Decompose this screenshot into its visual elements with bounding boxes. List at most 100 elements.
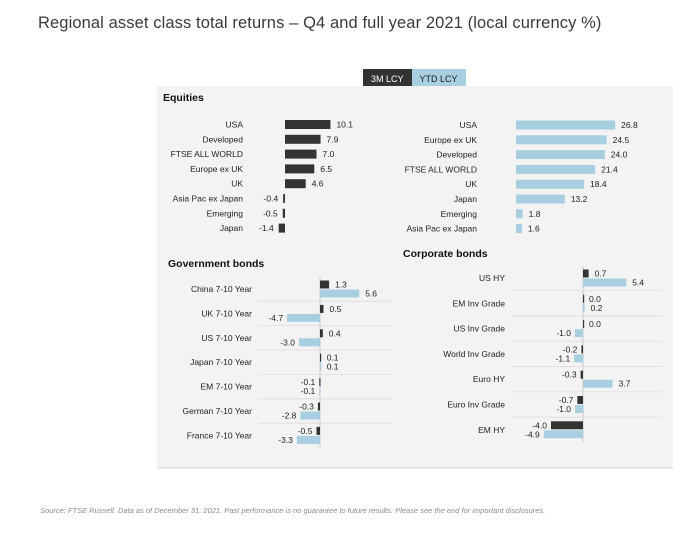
value-label-ytd-emerging: 1.8	[529, 209, 541, 219]
legend-3m-lcy: 3M LCY	[363, 69, 412, 90]
value-label-ytd-asia-pac-ex-japan: 1.6	[528, 224, 540, 234]
value-label-ytd-lcy-uk-7-10-year: -4.7	[268, 313, 283, 323]
bar-ytd-lcy-us-7-10-year	[299, 338, 320, 347]
category-label-ytd-europe-ex-uk: Europe ex UK	[424, 135, 477, 145]
chart-legend: 3M LCY YTD LCY	[363, 69, 466, 90]
bar-ytd-lcy-em-hy	[543, 430, 583, 439]
category-label-japan-7-10-year: Japan 7-10 Year	[190, 357, 252, 367]
corporate-bonds-chart: Corporate bonds US HY 0.7 5.4 EM Inv Grade 0.…	[403, 248, 662, 442]
bar-ytd-lcy-euro-inv-grade	[575, 405, 583, 413]
bar-3m-lcy-em-7-10-year	[319, 378, 321, 387]
category-label-usa: USA	[226, 120, 244, 130]
value-label-ytd-europe-ex-uk: 24.5	[613, 135, 630, 145]
equities-ytd-chart: USA 26.8 Europe ex UK 24.5 Developed 24.0 FTSE…	[405, 120, 638, 234]
bar-ytd-lcy-france-7-10-year	[296, 435, 320, 444]
category-label-ytd-developed: Developed	[436, 150, 477, 160]
value-label-3m-asia-pac-ex-japan: -0.4	[264, 194, 279, 204]
value-label-3m-lcy-uk-7-10-year: 0.5	[330, 304, 342, 314]
category-label-us-hy: US HY	[479, 273, 505, 283]
bar-3m-lcy-us-7-10-year	[320, 329, 323, 338]
category-label-japan: Japan	[220, 223, 243, 233]
government-bonds-chart: Government bonds China 7-10 Year 1.3 5.6 UK …	[168, 258, 392, 448]
value-label-3m-europe-ex-uk: 6.5	[320, 164, 332, 174]
category-label-europe-ex-uk: Europe ex UK	[190, 164, 243, 174]
category-label-emerging: Emerging	[207, 208, 244, 218]
category-label-ytd-usa: USA	[460, 120, 478, 130]
value-label-ytd-lcy-em-7-10-year: -0.1	[301, 386, 316, 396]
value-label-ytd-lcy-japan-7-10-year: 0.1	[327, 362, 339, 372]
value-label-ytd-developed: 24.0	[611, 150, 628, 160]
equities-3m-chart: Equities USA 10.1 Developed 7.9 FTSE ALL WORL…	[163, 92, 353, 233]
bar-ytd-usa	[516, 120, 616, 130]
value-label-ytd-uk: 18.4	[590, 179, 607, 189]
bar-3m-emerging	[282, 208, 285, 218]
bar-3m-ftse-all-world	[285, 149, 317, 159]
value-label-ytd-lcy-us-7-10-year: -3.0	[280, 337, 295, 347]
bar-3m-lcy-france-7-10-year	[316, 426, 320, 435]
value-label-ytd-lcy-france-7-10-year: -3.3	[278, 435, 293, 445]
bar-ytd-uk	[516, 179, 585, 189]
bar-3m-lcy-japan-7-10-year	[320, 353, 322, 362]
bar-3m-uk	[285, 179, 306, 189]
value-label-3m-lcy-euro-inv-grade: -0.7	[559, 395, 574, 405]
category-label-ytd-asia-pac-ex-japan: Asia Pac ex Japan	[407, 224, 478, 234]
category-label-china-7-10-year: China 7-10 Year	[191, 284, 252, 294]
category-label-german-7-10-year: German 7-10 Year	[183, 406, 253, 416]
bar-ytd-lcy-us-hy	[583, 278, 627, 287]
category-label-em-7-10-year: EM 7-10 Year	[200, 382, 252, 392]
category-label-us-7-10-year: US 7-10 Year	[201, 333, 252, 343]
value-label-3m-lcy-china-7-10-year: 1.3	[335, 280, 347, 290]
value-label-ytd-lcy-china-7-10-year: 5.6	[365, 289, 377, 299]
category-label-ytd-japan: Japan	[454, 194, 477, 204]
value-label-3m-uk: 4.6	[312, 179, 324, 189]
value-label-ytd-lcy-euro-hy: 3.7	[619, 379, 631, 389]
equities-section-title: Equities	[163, 92, 204, 104]
bar-3m-lcy-em-hy	[551, 421, 583, 430]
value-label-3m-lcy-us-hy: 0.7	[595, 269, 607, 279]
bar-3m-asia-pac-ex-japan	[283, 194, 285, 203]
bar-ytd-developed	[516, 150, 605, 160]
value-label-3m-lcy-em-7-10-year: -0.1	[301, 377, 316, 387]
bar-ytd-lcy-japan-7-10-year	[320, 362, 322, 371]
value-label-3m-emerging: -0.5	[263, 208, 278, 218]
category-label-euro-inv-grade: Euro Inv Grade	[447, 400, 505, 410]
bar-ytd-lcy-german-7-10-year	[300, 411, 320, 420]
category-label-ytd-emerging: Emerging	[441, 209, 478, 219]
value-label-3m-lcy-german-7-10-year: -0.3	[299, 402, 314, 412]
value-label-3m-lcy-us-7-10-year: 0.4	[329, 328, 341, 338]
legend-ytd-lcy: YTD LCY	[411, 69, 466, 90]
corporate-bonds-section-title: Corporate bonds	[403, 248, 488, 260]
value-label-ytd-japan: 13.2	[571, 194, 588, 204]
value-label-3m-lcy-em-hy: -4.0	[532, 420, 547, 430]
category-label-ytd-uk: UK	[465, 179, 477, 189]
category-label-uk-7-10-year: UK 7-10 Year	[201, 308, 252, 318]
page-title: Regional asset class total returns – Q4 …	[38, 14, 602, 32]
value-label-3m-lcy-world-inv-grade: -0.2	[563, 344, 578, 354]
value-label-ytd-lcy-em-inv-grade: 0.2	[591, 303, 603, 313]
bar-3m-lcy-china-7-10-year	[320, 280, 330, 289]
value-label-3m-japan: -1.4	[259, 223, 274, 233]
category-label-world-inv-grade: World Inv Grade	[443, 349, 505, 359]
bar-3m-usa	[285, 120, 331, 129]
category-label-asia-pac-ex-japan: Asia Pac ex Japan	[173, 194, 244, 204]
bar-ytd-ftse-all-world	[516, 164, 596, 174]
category-label-france-7-10-year: France 7-10 Year	[187, 430, 252, 440]
category-label-developed: Developed	[202, 134, 243, 144]
value-label-ytd-lcy-us-inv-grade: -1.0	[556, 328, 571, 338]
value-label-3m-developed: 7.9	[327, 134, 339, 144]
category-label-em-hy: EM HY	[478, 425, 505, 435]
value-label-ytd-lcy-us-hy: 5.4	[632, 278, 644, 288]
bar-ytd-lcy-uk-7-10-year	[287, 313, 320, 322]
bar-ytd-europe-ex-uk	[516, 135, 607, 145]
government-bonds-section-title: Government bonds	[168, 258, 264, 270]
bar-3m-lcy-em-inv-grade	[583, 294, 585, 303]
bar-ytd-emerging	[516, 209, 523, 219]
bar-3m-lcy-euro-hy	[580, 370, 583, 379]
source-footnote: Source: FTSE Russell. Data as of Decembe…	[40, 506, 546, 515]
value-label-3m-lcy-us-inv-grade: 0.0	[589, 319, 601, 329]
bar-3m-europe-ex-uk	[285, 164, 315, 174]
category-label-em-inv-grade: EM Inv Grade	[453, 298, 506, 308]
value-label-3m-lcy-japan-7-10-year: 0.1	[327, 353, 339, 363]
value-label-ytd-lcy-world-inv-grade: -1.1	[556, 353, 571, 363]
